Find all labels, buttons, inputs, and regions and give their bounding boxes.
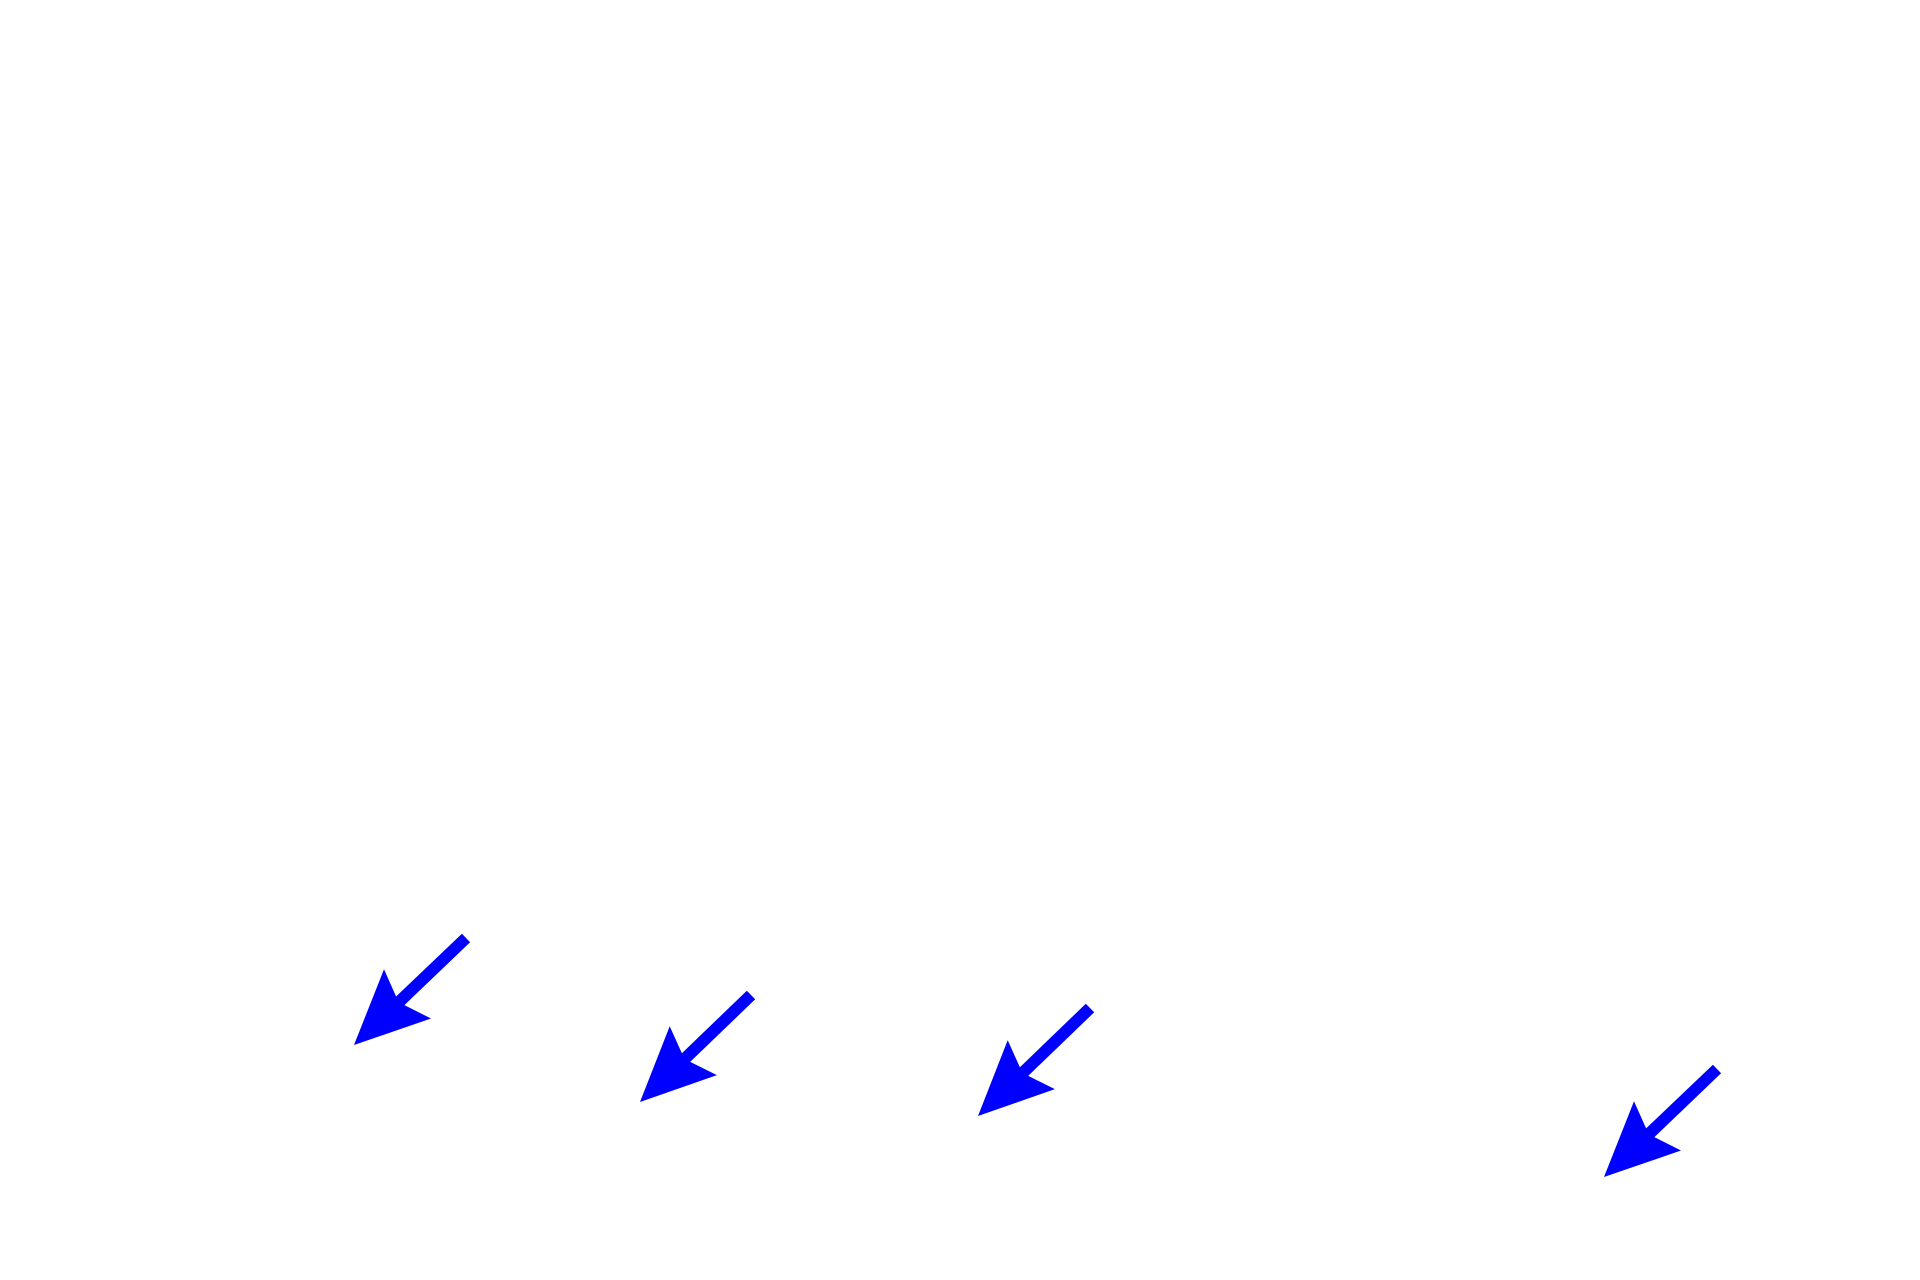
down-left-arrow-icon	[640, 990, 756, 1102]
down-left-arrow-icon	[1604, 1064, 1722, 1177]
down-left-arrow-icon	[978, 1003, 1095, 1116]
down-left-arrow-icon	[354, 933, 471, 1045]
